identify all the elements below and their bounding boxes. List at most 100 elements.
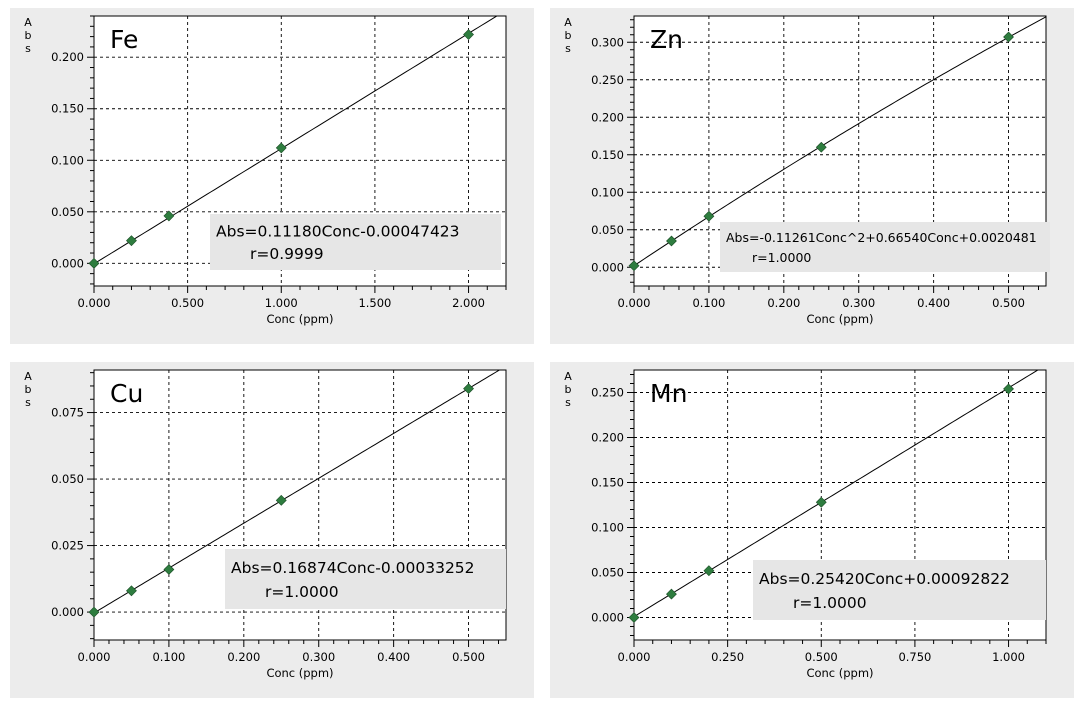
x-tick-label: 0.200: [227, 650, 260, 664]
data-point: [163, 210, 175, 222]
x-tick-label: 1.000: [992, 650, 1025, 664]
element-label: Mn: [650, 379, 687, 408]
data-point: [1003, 383, 1014, 395]
y-tick-label: 0.025: [51, 539, 84, 553]
x-tick-label: 0.500: [171, 296, 204, 310]
y-tick-label: 0.000: [591, 260, 624, 274]
equation-box: [225, 549, 506, 609]
data-point: [275, 494, 287, 506]
data-point: [126, 235, 137, 247]
y-tick-label: 0.200: [591, 110, 624, 124]
x-tick-label: 0.100: [152, 650, 185, 664]
equation-text: Abs=0.16874Conc-0.00033252: [231, 559, 475, 577]
chart-panel-cu: 0.000 0.100 0.200 0.300 0.400 0.500 0.000 0.025…: [10, 362, 534, 698]
equation-box: [210, 214, 501, 270]
y-tick-label: 0.000: [591, 611, 624, 625]
equation-text: Abs=0.25420Conc+0.00092822: [759, 570, 1010, 588]
equation-box: [753, 560, 1046, 620]
data-point: [628, 612, 640, 623]
chart-panel-fe: 0.000 0.500 1.000 1.500 2.000 0.000 0.050 0.100…: [10, 8, 534, 344]
y-tick-label: 0.300: [591, 35, 624, 49]
x-tick-label: 1.000: [265, 296, 298, 310]
r-value-text: r=0.9999: [250, 245, 324, 263]
equation-text: Abs=-0.11261Conc^2+0.66540Conc+0.0020481: [726, 230, 1037, 245]
chart-svg-zn: 0.000 0.100 0.200 0.300 0.400 0.500 0.000 0.050…: [564, 15, 1050, 326]
element-label: Cu: [110, 379, 143, 408]
data-point: [88, 257, 100, 269]
x-tick-label: 0.250: [711, 650, 744, 664]
data-point: [88, 606, 100, 618]
y-tick-label: 0.250: [591, 73, 624, 87]
x-tick-label: 0.500: [992, 296, 1025, 310]
data-point: [666, 588, 677, 600]
element-label: Fe: [110, 25, 138, 54]
chart-svg-cu: 0.000 0.100 0.200 0.300 0.400 0.500 0.000 0.025…: [24, 369, 507, 680]
x-axis-label: Conc (ppm): [266, 666, 333, 680]
y-tick-label: 0.150: [591, 148, 624, 162]
y-tick-label: 0.000: [51, 605, 84, 619]
x-tick-label: 0.100: [692, 296, 725, 310]
element-label: Zn: [650, 25, 683, 54]
y-tick-label: 0.200: [591, 431, 624, 445]
y-tick-label: 0.100: [591, 185, 624, 199]
chart-svg-fe: 0.000 0.500 1.000 1.500 2.000 0.000 0.050 0.100…: [24, 15, 507, 326]
y-tick-label: 0.150: [591, 476, 624, 490]
data-point: [815, 141, 827, 153]
y-tick-label: 0.050: [591, 223, 624, 237]
x-tick-label: 0.500: [452, 650, 485, 664]
y-tick-label: 0.050: [51, 472, 84, 486]
x-tick-label: 0.400: [377, 650, 410, 664]
y-tick-label: 0.200: [51, 50, 84, 64]
data-point: [628, 260, 640, 272]
y-tick-label: 0.050: [51, 205, 84, 219]
x-tick-label: 0.200: [767, 296, 800, 310]
equation-text: Abs=0.11180Conc-0.00047423: [216, 222, 460, 240]
x-axis-label: Conc (ppm): [806, 312, 873, 326]
chart-svg-mn: 0.000 0.250 0.500 0.750 1.000 0.000 0.050 0.100…: [564, 369, 1047, 680]
data-point: [126, 585, 137, 597]
fit-line: [634, 16, 1046, 267]
x-tick-label: 0.000: [78, 296, 111, 310]
data-point: [275, 142, 287, 154]
x-tick-label: 0.750: [898, 650, 931, 664]
x-tick-label: 0.000: [618, 296, 651, 310]
y-tick-label: 0.075: [51, 406, 84, 420]
x-tick-label: 1.500: [358, 296, 391, 310]
x-tick-label: 0.000: [78, 650, 111, 664]
data-point: [463, 29, 474, 40]
data-point: [703, 565, 715, 577]
data-point: [815, 496, 827, 508]
y-tick-label: 0.250: [591, 386, 624, 400]
y-tick-label: 0.050: [591, 566, 624, 580]
x-tick-label: 0.500: [805, 650, 838, 664]
fit-line: [94, 370, 501, 614]
x-tick-label: 2.000: [452, 296, 485, 310]
x-tick-label: 0.400: [917, 296, 950, 310]
y-tick-label: 0.150: [51, 102, 84, 116]
equation-box: [720, 222, 1050, 272]
r-value-text: r=1.0000: [752, 250, 811, 265]
data-point: [463, 383, 474, 395]
y-tick-label: 0.100: [51, 153, 84, 167]
data-point: [703, 210, 715, 222]
x-tick-label: 0.000: [618, 650, 651, 664]
y-tick-label: 0.000: [51, 256, 84, 270]
r-value-text: r=1.0000: [265, 583, 339, 601]
y-tick-label: 0.100: [591, 521, 624, 535]
x-tick-label: 0.300: [302, 650, 335, 664]
data-point: [1003, 31, 1014, 43]
data-point: [666, 235, 677, 247]
chart-panel-mn: 0.000 0.250 0.500 0.750 1.000 0.000 0.050 0.100…: [550, 362, 1074, 698]
x-tick-label: 0.300: [842, 296, 875, 310]
x-axis-label: Conc (ppm): [806, 666, 873, 680]
chart-panel-zn: 0.000 0.100 0.200 0.300 0.400 0.500 0.000 0.050…: [550, 8, 1074, 344]
x-axis-label: Conc (ppm): [266, 312, 333, 326]
fit-line: [634, 370, 1039, 618]
r-value-text: r=1.0000: [793, 594, 867, 612]
data-point: [163, 564, 175, 575]
fit-line: [94, 16, 498, 265]
